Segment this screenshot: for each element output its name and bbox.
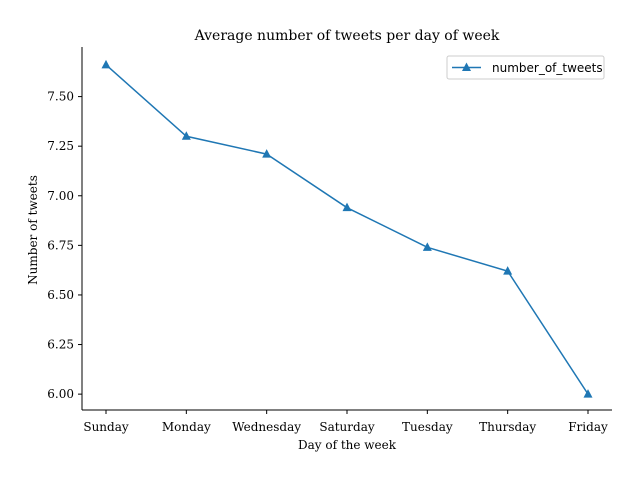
y-tick-label: 6.50 [47,288,74,302]
series-line [105,64,589,395]
x-tick-label: Thursday [479,420,536,434]
y-ticks: 6.00 6.25 6.50 6.75 7.00 7.25 7.50 [47,90,82,401]
data-point-marker [503,266,513,275]
x-tick-label: Wednesday [232,420,301,434]
y-tick-label: 7.00 [47,189,74,203]
y-axis: 6.00 6.25 6.50 6.75 7.00 7.25 7.50 [47,47,83,410]
y-axis-label: Number of tweets [26,175,40,285]
legend-marker-icon [462,62,471,71]
x-tick-label: Saturday [319,420,374,434]
data-point-marker [101,59,111,69]
chart-title: Average number of tweets per day of week [194,28,500,44]
series-layer [101,59,593,398]
data-point-marker [181,131,191,140]
x-axis-label: Day of the week [298,438,397,452]
legend-label: number_of_tweets [492,61,603,75]
data-point-marker [342,202,352,212]
y-tick-label: 6.25 [47,338,74,352]
y-tick-label: 6.75 [47,238,74,252]
x-ticks: Sunday Monday Wednesday Saturday Tuesday Thur… [83,410,608,434]
x-tick-label: Tuesday [402,420,453,434]
data-point-marker [262,149,272,158]
data-point-marker [583,389,593,398]
y-tick-label: 6.00 [47,387,74,401]
x-tick-label: Monday [162,420,211,434]
y-tick-label: 7.50 [47,90,74,104]
legend-frame [446,55,605,80]
x-tick-label: Friday [568,420,608,434]
y-tick-label: 7.25 [47,139,74,153]
data-point-marker [422,242,432,251]
x-axis: Sunday Monday Wednesday Saturday Tuesday Thur… [82,409,612,434]
x-tick-label: Sunday [83,420,129,434]
legend: number_of_tweets [446,55,605,80]
